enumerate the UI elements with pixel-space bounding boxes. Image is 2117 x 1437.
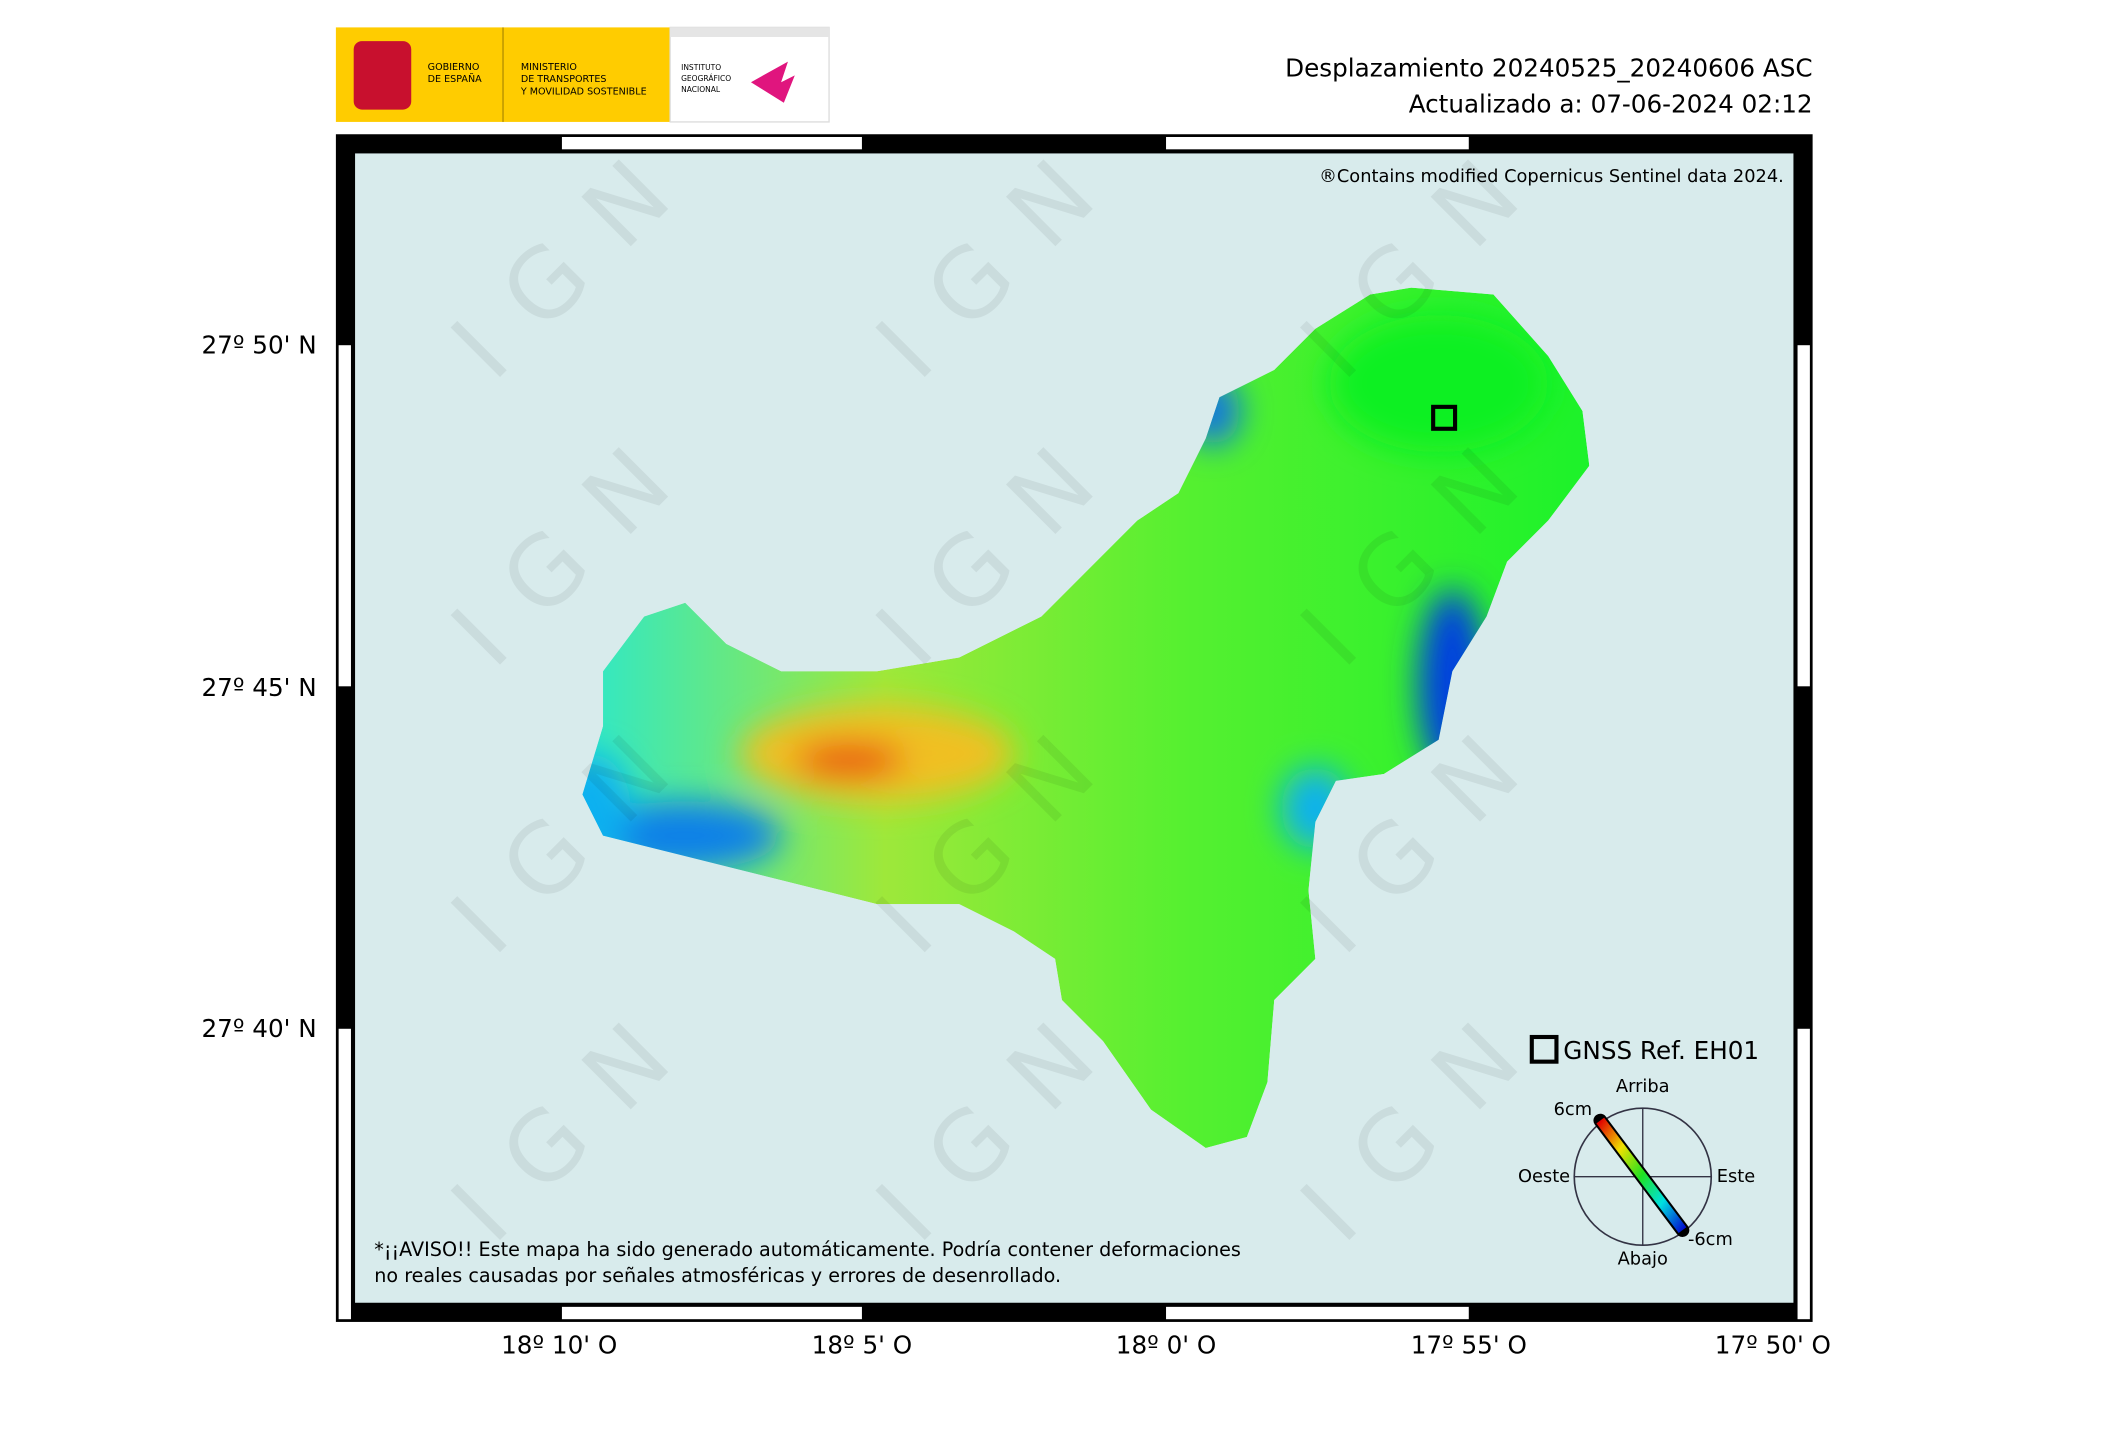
- lat-label: 27º 45' N: [202, 673, 317, 702]
- logo-text: GOBIERNO: [428, 62, 480, 73]
- gnss-marker: [1431, 404, 1458, 431]
- legend-dir: Oeste: [1518, 1166, 1570, 1187]
- legend-dir: Arriba: [1616, 1076, 1670, 1097]
- warning: *¡¡AVISO!! Este mapa ha sido generado au…: [374, 1238, 1241, 1261]
- legend-scale: -6cm: [1688, 1229, 1733, 1250]
- lon-label: 18º 0' O: [1116, 1330, 1216, 1359]
- legend-scale: 6cm: [1554, 1099, 1592, 1120]
- frame-seg: [338, 345, 351, 687]
- lat-label: 27º 50' N: [202, 330, 317, 359]
- logo-stripe: [670, 27, 830, 37]
- lat-label: 27º 40' N: [202, 1014, 317, 1043]
- legend-dir: Abajo: [1618, 1248, 1668, 1269]
- logo-text: GEOGRÁFICO: [681, 74, 731, 83]
- logo-text: MINISTERIO: [521, 62, 577, 73]
- logo-text: Y MOVILIDAD SOSTENIBLE: [520, 87, 647, 98]
- legend: GNSS Ref. EH01 Arriba Abajo Oeste Este 6…: [1518, 1034, 1759, 1269]
- deform-zone: [794, 743, 905, 777]
- legend-dir: Este: [1717, 1166, 1755, 1187]
- updated: Actualizado a: 07-06-2024 02:12: [1409, 89, 1813, 118]
- lon-label: 17º 55' O: [1411, 1330, 1527, 1359]
- logo-text: NACIONAL: [681, 85, 721, 94]
- frame-seg: [1797, 345, 1810, 687]
- logo-ign-bg: [669, 26, 830, 123]
- copyright: ®Contains modified Copernicus Sentinel d…: [1319, 166, 1784, 187]
- lon-label: 17º 50' O: [1715, 1330, 1831, 1359]
- logo: GOBIERNO DE ESPAÑA MINISTERIO DE TRANSPO…: [335, 26, 830, 123]
- logo-text: INSTITUTO: [681, 63, 721, 72]
- frame-seg: [1166, 136, 1469, 150]
- deform-zone: [1329, 315, 1549, 453]
- frame-seg: [561, 1306, 862, 1320]
- frame-seg: [561, 136, 862, 150]
- frame-seg: [1166, 1306, 1469, 1320]
- frame-seg: [338, 1028, 351, 1320]
- logo-cnig: [750, 61, 795, 103]
- frame-seg: [1797, 1028, 1810, 1320]
- legend-marker: [1529, 1034, 1559, 1064]
- logo-shield: [353, 41, 412, 110]
- lon-label: 18º 5' O: [812, 1330, 912, 1359]
- legend-label: GNSS Ref. EH01: [1563, 1036, 1759, 1065]
- warning: no reales causadas por señales atmosféri…: [374, 1264, 1061, 1287]
- deform-zone: [582, 753, 631, 864]
- title: Desplazamiento 20240525_20240606 ASC: [1285, 54, 1812, 83]
- logo-text: DE ESPAÑA: [428, 74, 482, 85]
- logo-text: DE TRANSPORTES: [521, 74, 607, 85]
- legend-bar: [1596, 1117, 1687, 1234]
- lon-label: 18º 10' O: [501, 1330, 617, 1359]
